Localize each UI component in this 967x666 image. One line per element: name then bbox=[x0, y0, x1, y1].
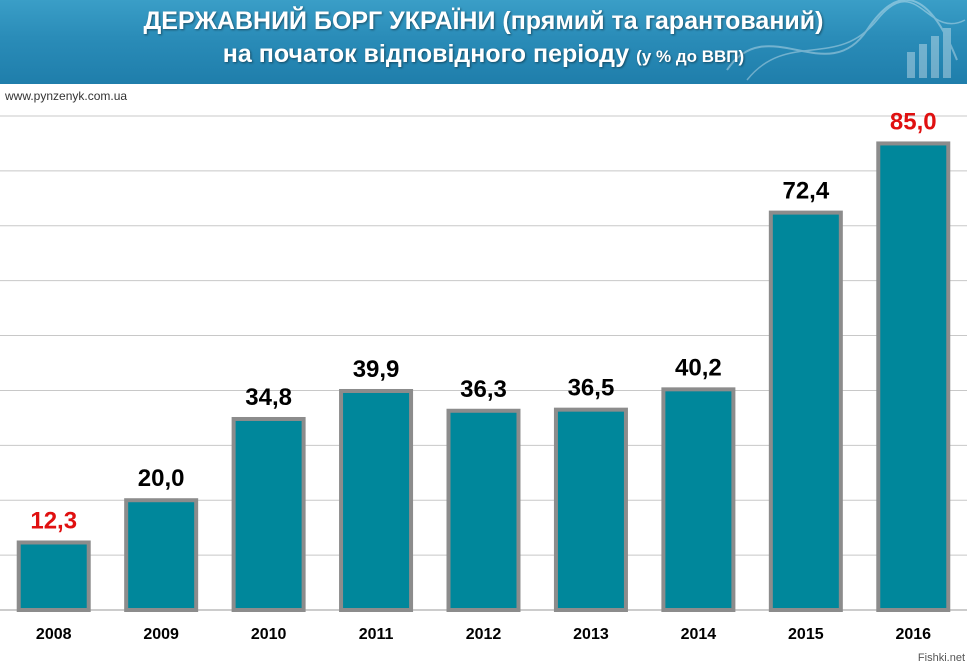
x-tick-label-2015: 2015 bbox=[788, 626, 824, 643]
watermark: Fishki.net bbox=[917, 652, 965, 664]
data-label-2016: 85,0 bbox=[890, 108, 937, 135]
bar-2015 bbox=[768, 210, 843, 613]
chart-subtitle-unit: (у % до ВВП) bbox=[636, 47, 745, 66]
bar-2011 bbox=[339, 388, 414, 613]
chart-header: ДЕРЖАВНИЙ БОРГ УКРАЇНИ (прямий та гарант… bbox=[0, 0, 967, 84]
data-label-2011: 39,9 bbox=[353, 356, 400, 383]
data-label-2014: 40,2 bbox=[675, 354, 722, 381]
data-label-2008: 12,3 bbox=[30, 507, 77, 534]
bar-2016 bbox=[876, 141, 951, 612]
bar-2010 bbox=[231, 416, 306, 612]
data-label-2013: 36,5 bbox=[568, 375, 615, 402]
x-tick-label-2009: 2009 bbox=[143, 626, 179, 643]
decorative-swirl-icon bbox=[726, 0, 966, 81]
source-url: www.pynzenyk.com.ua bbox=[5, 89, 128, 103]
data-label-2009: 20,0 bbox=[138, 465, 185, 492]
x-tick-label-2013: 2013 bbox=[573, 626, 609, 643]
bar-chart: 12,3 2008 20,0 2009 34,8 2010 39,9 2011 36,3 2012… bbox=[0, 108, 967, 643]
bar-2013 bbox=[553, 407, 628, 612]
x-tick-label-2011: 2011 bbox=[359, 626, 394, 643]
bar-2014 bbox=[661, 387, 736, 613]
x-tick-label-2014: 2014 bbox=[681, 626, 717, 643]
data-label-2015: 72,4 bbox=[782, 178, 829, 205]
data-label-2010: 34,8 bbox=[245, 384, 292, 411]
chart-subtitle: на початок відповідного періоду (у % до … bbox=[0, 40, 967, 69]
x-tick-label-2010: 2010 bbox=[251, 626, 287, 643]
x-tick-label-2016: 2016 bbox=[895, 626, 931, 643]
bar-2012 bbox=[446, 408, 521, 612]
chart-title: ДЕРЖАВНИЙ БОРГ УКРАЇНИ (прямий та гарант… bbox=[143, 7, 824, 35]
x-tick-label-2012: 2012 bbox=[466, 626, 502, 643]
bar-2009 bbox=[124, 498, 199, 613]
data-label-2012: 36,3 bbox=[460, 376, 507, 403]
chart-subtitle-main: на початок відповідного періоду bbox=[222, 40, 630, 68]
x-tick-label-2008: 2008 bbox=[36, 626, 72, 643]
bar-2008 bbox=[16, 540, 91, 612]
